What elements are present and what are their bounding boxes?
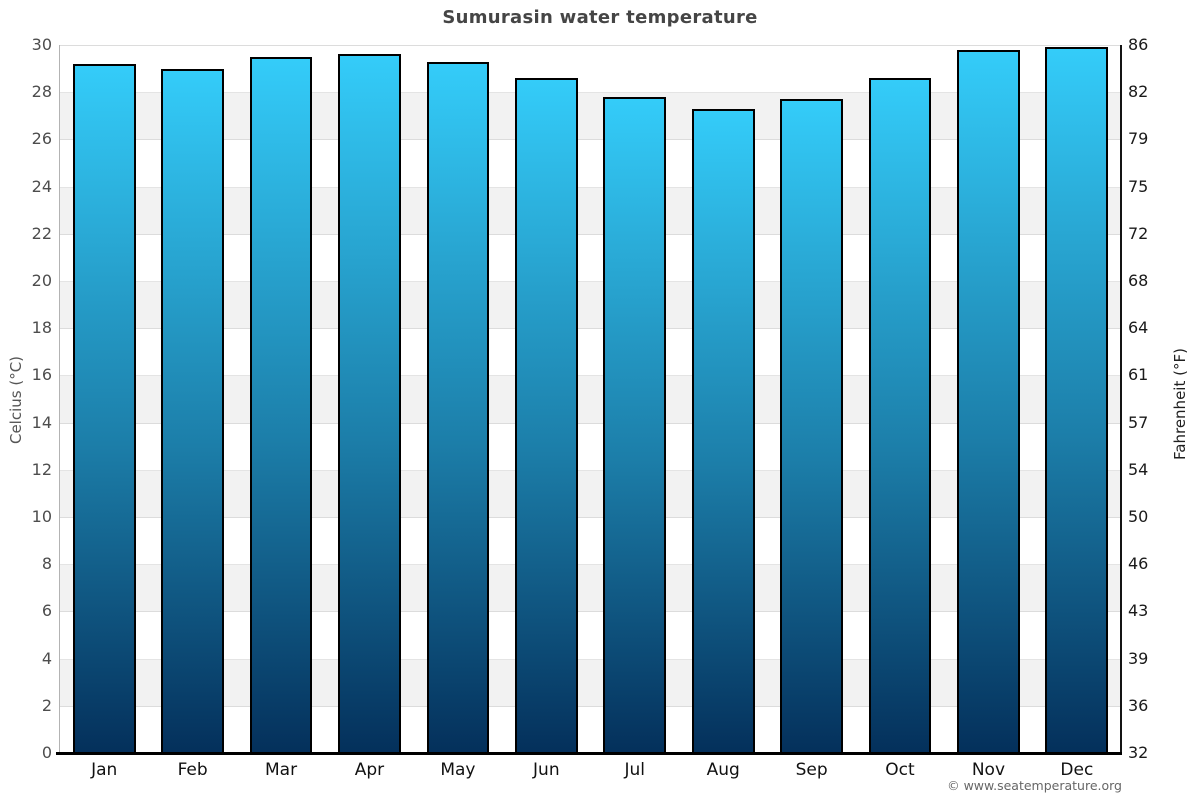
tick-label: 72 xyxy=(1128,223,1149,243)
bar-may[interactable] xyxy=(426,61,490,753)
bar-cell-jul xyxy=(591,45,679,753)
x-label-oct: Oct xyxy=(885,760,915,780)
x-label-may: May xyxy=(440,760,476,780)
bar-cell-dec xyxy=(1033,45,1121,753)
tick-label: 18 xyxy=(31,318,52,338)
tick-label: 86 xyxy=(1128,35,1149,54)
tick-label: 82 xyxy=(1128,82,1149,102)
grid-band xyxy=(60,281,1121,329)
grid-band xyxy=(60,139,1121,187)
tick-label: 64 xyxy=(1128,318,1149,338)
tick-label: 50 xyxy=(1128,507,1149,526)
right-axis-line xyxy=(1120,45,1122,753)
celsius-tick-labels: 0 2 4 6 8 10 12 14 16 18 20 22 24 26 28 30 xyxy=(0,36,52,762)
bar-apr[interactable] xyxy=(338,54,401,753)
bar-cell-sep xyxy=(767,45,855,753)
bar-cell-feb xyxy=(148,45,236,753)
x-label-dec: Dec xyxy=(1060,760,1094,780)
grid-band xyxy=(60,233,1121,281)
x-label-feb: Feb xyxy=(177,760,208,780)
tick-label: 14 xyxy=(31,412,52,432)
bar-cell-may xyxy=(414,45,502,753)
tick-label: 75 xyxy=(1128,176,1149,196)
bar-sep[interactable] xyxy=(780,99,843,753)
grid-band xyxy=(60,375,1121,423)
x-label-aug: Aug xyxy=(706,760,740,780)
grid-band xyxy=(60,658,1121,706)
tick-label: 28 xyxy=(31,82,52,102)
x-label-mar: Mar xyxy=(265,760,298,780)
tick-label: 39 xyxy=(1128,648,1149,668)
tick-label: 16 xyxy=(31,365,52,385)
grid-band xyxy=(60,186,1121,234)
tick-label: 79 xyxy=(1128,129,1149,149)
grid-band xyxy=(60,705,1121,753)
attribution-text: © www.seatemperature.org xyxy=(947,778,1122,793)
tick-label: 0 xyxy=(41,743,52,762)
bar-cell-oct xyxy=(856,45,944,753)
chart-title: Sumurasin water temperature xyxy=(442,7,758,28)
bar-nov[interactable] xyxy=(957,49,1020,753)
tick-label: 30 xyxy=(31,35,52,54)
tick-label: 68 xyxy=(1128,271,1149,290)
plot-area xyxy=(60,45,1121,753)
left-axis-line xyxy=(59,45,60,753)
bar-mar[interactable] xyxy=(249,56,313,753)
x-axis-line xyxy=(56,752,1122,755)
grid-band xyxy=(60,469,1121,517)
grid-band xyxy=(60,564,1121,612)
tick-label: 46 xyxy=(1128,554,1149,574)
tick-label: 54 xyxy=(1128,459,1149,479)
bar-jul[interactable] xyxy=(603,96,667,753)
bar-cell-apr xyxy=(325,45,413,753)
bar-cell-aug xyxy=(679,45,767,753)
bar-jan[interactable] xyxy=(72,63,136,753)
bar-cell-nov xyxy=(944,45,1032,753)
bar-oct[interactable] xyxy=(868,78,932,753)
tick-label: 57 xyxy=(1128,412,1149,432)
grid-band xyxy=(60,517,1121,565)
tick-label: 43 xyxy=(1128,601,1149,621)
fahrenheit-tick-labels: 32 36 39 43 46 50 54 57 61 64 68 72 75 79 82 86 xyxy=(1128,36,1188,762)
tick-label: 61 xyxy=(1128,365,1149,385)
bar-feb[interactable] xyxy=(161,68,225,753)
grid-band xyxy=(60,328,1121,376)
bar-cell-jan xyxy=(60,45,148,753)
grid-band xyxy=(60,611,1121,659)
tick-label: 10 xyxy=(31,507,52,526)
grid-band xyxy=(60,422,1121,470)
x-label-jul: Jul xyxy=(624,760,645,780)
bar-cell-jun xyxy=(502,45,590,753)
x-label-nov: Nov xyxy=(971,760,1006,780)
tick-label: 4 xyxy=(41,648,52,668)
x-label-apr: Apr xyxy=(354,760,385,780)
bar-series xyxy=(60,45,1121,753)
x-axis-labels: Jan Feb Mar Apr May Jun Jul Aug Sep Oct Nov Dec xyxy=(60,760,1121,780)
x-label-jan: Jan xyxy=(91,760,118,780)
grid-band xyxy=(60,45,1121,93)
x-label-sep: Sep xyxy=(795,760,828,780)
bar-dec[interactable] xyxy=(1045,47,1109,753)
tick-label: 6 xyxy=(41,601,52,621)
bar-aug[interactable] xyxy=(691,108,755,753)
bar-cell-mar xyxy=(237,45,325,753)
bar-jun[interactable] xyxy=(514,78,578,753)
grid-band xyxy=(60,92,1121,140)
tick-label: 12 xyxy=(31,459,52,479)
x-label-jun: Jun xyxy=(533,760,560,780)
tick-label: 26 xyxy=(31,129,52,149)
tick-label: 24 xyxy=(31,176,52,196)
tick-label: 22 xyxy=(31,223,52,243)
tick-label: 36 xyxy=(1128,695,1149,715)
tick-label: 20 xyxy=(31,271,52,290)
tick-label: 2 xyxy=(41,695,52,715)
tick-label: 8 xyxy=(41,554,52,574)
tick-label: 32 xyxy=(1128,743,1149,762)
